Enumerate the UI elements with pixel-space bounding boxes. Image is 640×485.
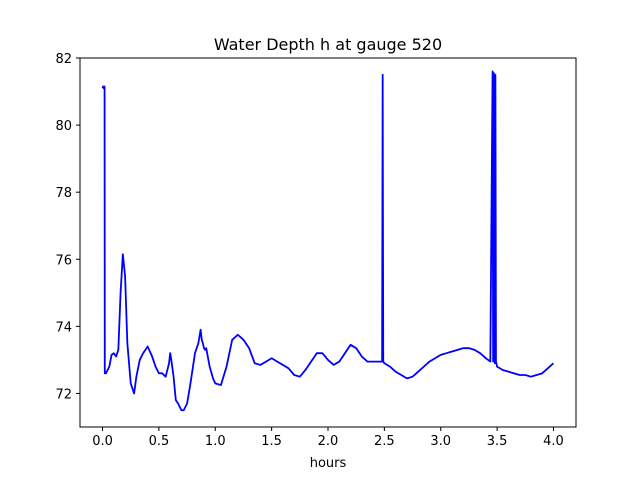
x-tick-label: 2.0: [318, 434, 339, 449]
x-tick-label: 4.0: [543, 434, 564, 449]
x-tick-label: 3.0: [430, 434, 451, 449]
y-axis: 72 74 76 78 80 82: [55, 52, 80, 402]
series-line: [101, 70, 555, 412]
x-axis-label: hours: [310, 456, 347, 471]
y-tick-label: 82: [55, 52, 72, 67]
x-tick-label: 3.5: [487, 434, 508, 449]
x-tick-label: 0.5: [149, 434, 170, 449]
y-tick-label: 78: [55, 186, 72, 201]
y-tick-label: 80: [55, 119, 72, 134]
y-tick-label: 74: [55, 320, 72, 335]
x-tick-label: 2.5: [374, 434, 395, 449]
y-tick-label: 72: [55, 387, 72, 402]
y-tick-label: 76: [55, 253, 72, 268]
chart-title: Water Depth h at gauge 520: [214, 35, 442, 54]
x-tick-label: 0.0: [92, 434, 113, 449]
x-tick-label: 1.5: [261, 434, 282, 449]
x-axis: 0.0 0.5 1.0 1.5 2.0 2.5 3.0 3.5 4.0: [92, 427, 564, 449]
x-tick-label: 1.0: [205, 434, 226, 449]
